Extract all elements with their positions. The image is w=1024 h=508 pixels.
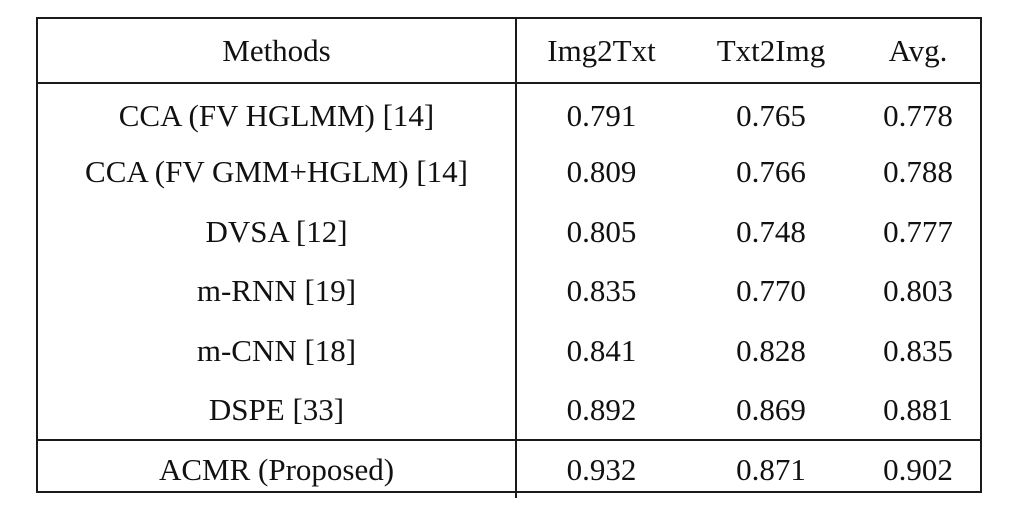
avg-cell: 0.803 — [883, 273, 953, 309]
proposed-img2txt-cell: 0.932 — [515, 439, 686, 498]
avg-cell: 0.835 — [883, 332, 953, 368]
img2txt-cell: 0.805 — [515, 202, 686, 262]
method-cell: m-CNN [18] — [196, 332, 357, 368]
img2txt-cell: 0.791 — [515, 83, 686, 143]
table-row: DVSA [12] 0.805 0.748 0.777 — [38, 202, 980, 262]
proposed-avg-cell: 0.902 — [856, 439, 980, 498]
txt2img-cell: 0.869 — [736, 391, 806, 427]
method-cell: DVSA [12] — [205, 213, 348, 249]
method-cell: CCA (FV HGLMM) [14] — [118, 98, 435, 134]
avg-cell: 0.778 — [883, 98, 953, 134]
proposed-txt2img-cell: 0.871 — [686, 439, 856, 498]
table-row: CCA (FV HGLMM) [14] 0.791 0.765 0.778 — [38, 83, 980, 143]
table-row: CCA (FV GMM+HGLM) [14] 0.809 0.766 0.788 — [38, 142, 980, 202]
txt2img-cell: 0.828 — [736, 332, 806, 368]
txt2img-cell: 0.765 — [736, 98, 806, 134]
header-methods: Methods — [38, 19, 516, 84]
results-table: Methods Img2Txt Txt2Img Avg. CCA (FV HGL… — [38, 19, 980, 498]
txt2img-cell: 0.748 — [736, 213, 806, 249]
header-row: Methods Img2Txt Txt2Img Avg. — [38, 19, 980, 84]
img2txt-cell: 0.809 — [515, 142, 686, 202]
table-header: Methods Img2Txt Txt2Img Avg. — [38, 19, 980, 84]
method-cell: DSPE [33] — [208, 391, 345, 427]
method-cell: CCA (FV GMM+HGLM) [14] — [85, 154, 468, 190]
txt2img-cell: 0.770 — [736, 273, 806, 309]
table-row: DSPE [33] 0.892 0.869 0.881 — [38, 380, 980, 440]
proposed-row-group: ACMR (Proposed) 0.932 0.871 0.902 — [38, 439, 980, 498]
avg-cell: 0.777 — [883, 213, 953, 249]
header-avg: Avg. — [856, 19, 980, 84]
method-cell: m-RNN [19] — [196, 273, 357, 309]
results-table-frame: Methods Img2Txt Txt2Img Avg. CCA (FV HGL… — [36, 17, 982, 498]
header-txt2img: Txt2Img — [686, 19, 856, 84]
table-row: m-RNN [19] 0.835 0.770 0.803 — [38, 261, 980, 321]
proposed-row: ACMR (Proposed) 0.932 0.871 0.902 — [38, 439, 980, 498]
baseline-rows: CCA (FV HGLMM) [14] 0.791 0.765 0.778 CC… — [38, 83, 980, 440]
table-row: m-CNN [18] 0.841 0.828 0.835 — [38, 321, 980, 381]
proposed-method-cell: ACMR (Proposed) — [38, 439, 516, 498]
img2txt-cell: 0.835 — [515, 261, 686, 321]
header-img2txt: Img2Txt — [515, 19, 686, 84]
img2txt-cell: 0.841 — [515, 321, 686, 381]
txt2img-cell: 0.766 — [736, 154, 806, 190]
avg-cell: 0.788 — [883, 154, 953, 190]
img2txt-cell: 0.892 — [515, 380, 686, 440]
avg-cell: 0.881 — [883, 391, 953, 427]
